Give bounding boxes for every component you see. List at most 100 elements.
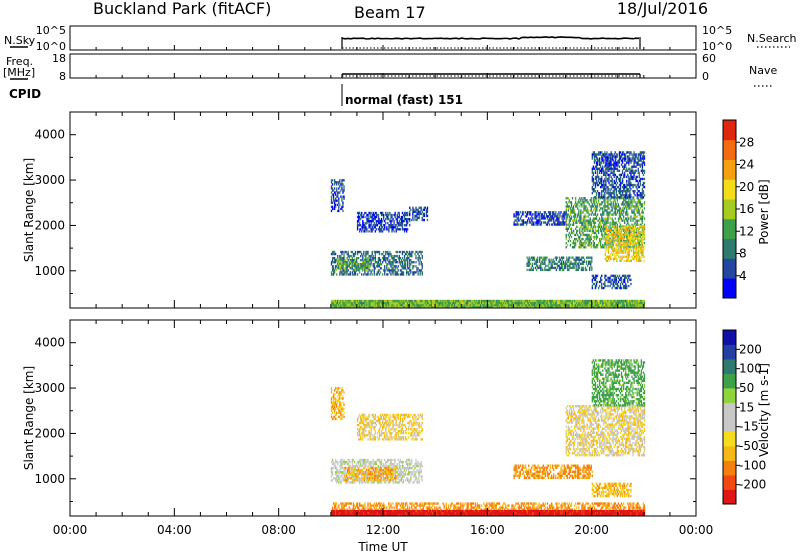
echo-cell — [588, 305, 590, 309]
echo-cell — [425, 208, 428, 211]
echo-cell — [639, 155, 641, 158]
echo-cell — [378, 265, 381, 268]
echo-cell — [359, 262, 361, 265]
echo-cell — [412, 206, 414, 209]
echo-cell — [356, 299, 359, 303]
echo-cell — [609, 280, 611, 284]
echo-cell — [373, 256, 375, 260]
echo-cell — [573, 213, 576, 216]
echo-cell — [500, 303, 503, 307]
echo-cell — [634, 194, 636, 197]
echo-cell — [615, 280, 617, 284]
echo-cell — [395, 271, 397, 274]
echo-cell — [623, 241, 625, 244]
echo-cell — [634, 251, 637, 254]
echo-cell — [343, 179, 345, 182]
echo-cell — [558, 221, 560, 224]
echo-cell — [630, 299, 632, 303]
echo-cell — [597, 153, 600, 156]
echo-cell — [603, 155, 605, 158]
echo-cell — [626, 241, 628, 244]
echo-cell — [594, 165, 597, 168]
echo-cell — [553, 301, 555, 305]
echo-cell — [336, 299, 338, 303]
echo-cell — [452, 299, 455, 303]
echo-cell — [366, 230, 368, 233]
echo-cell — [582, 219, 584, 222]
echo-cell — [399, 256, 402, 260]
echo-cell — [571, 303, 574, 307]
echo-cell — [575, 256, 577, 259]
echo-cell — [621, 213, 624, 216]
echo-cell — [633, 224, 636, 228]
echo-cell — [447, 303, 450, 307]
echo-cell — [628, 194, 630, 197]
echo-cell — [629, 196, 631, 199]
echo-cell — [626, 301, 628, 305]
echo-cell — [373, 305, 375, 309]
echo-cell — [603, 179, 605, 183]
echo-cell — [540, 266, 542, 270]
echo-cell — [342, 195, 344, 198]
echo-cell — [614, 199, 616, 202]
echo-cell — [639, 235, 641, 238]
echo-cell — [412, 299, 414, 303]
echo-cell — [407, 263, 409, 266]
echo-cell — [632, 305, 634, 309]
echo-cell — [505, 303, 507, 307]
echo-cell — [621, 245, 623, 248]
echo-cell — [402, 301, 405, 305]
echo-cell — [407, 219, 409, 223]
echo-cell — [602, 244, 604, 247]
echo-cell — [620, 301, 623, 305]
echo-cell — [629, 157, 631, 160]
echo-cell — [637, 219, 639, 222]
echo-cell — [387, 217, 389, 221]
echo-cell — [576, 256, 578, 259]
echo-cell — [607, 156, 610, 159]
echo-cell — [519, 303, 522, 307]
echo-cell — [632, 205, 634, 208]
echo-cell — [628, 181, 630, 185]
echo-cell — [369, 301, 371, 305]
echo-cell — [643, 194, 646, 197]
echo-cell — [600, 280, 602, 284]
echo-cell — [625, 165, 627, 168]
echo-cell — [609, 192, 611, 195]
echo-cell — [555, 301, 557, 305]
echo-cell — [410, 269, 412, 272]
echo-cell — [395, 230, 397, 233]
echo-cell — [410, 259, 412, 262]
echo-cell — [368, 305, 370, 309]
echo-cell — [628, 276, 630, 280]
echo-cell — [590, 207, 592, 210]
echo-cell — [401, 299, 404, 303]
echo-cell — [462, 305, 464, 309]
echo-cell — [576, 229, 578, 233]
echo-cell — [373, 213, 375, 217]
echo-cell — [621, 151, 624, 154]
echo-cell — [550, 262, 552, 265]
echo-cell — [559, 299, 561, 303]
echo-cell — [362, 262, 364, 265]
echo-cell — [409, 206, 411, 209]
echo-cell — [422, 303, 424, 307]
echo-cell — [336, 301, 338, 305]
echo-cell — [352, 264, 355, 268]
echo-cell — [636, 255, 638, 258]
echo-cell — [541, 266, 543, 270]
power-echoes — [330, 151, 646, 309]
echo-cell — [339, 271, 341, 274]
echo-cell — [621, 282, 624, 286]
echo-cell — [543, 213, 546, 216]
echo-cell — [626, 219, 628, 222]
echo-cell — [629, 153, 631, 156]
echo-cell — [526, 303, 529, 307]
echo-cell — [399, 269, 402, 272]
echo-cell — [493, 303, 495, 307]
echo-cell — [529, 221, 531, 224]
echo-cell — [582, 299, 584, 303]
echo-cell — [421, 216, 423, 220]
echo-cell — [365, 273, 367, 276]
echo-cell — [631, 209, 633, 212]
